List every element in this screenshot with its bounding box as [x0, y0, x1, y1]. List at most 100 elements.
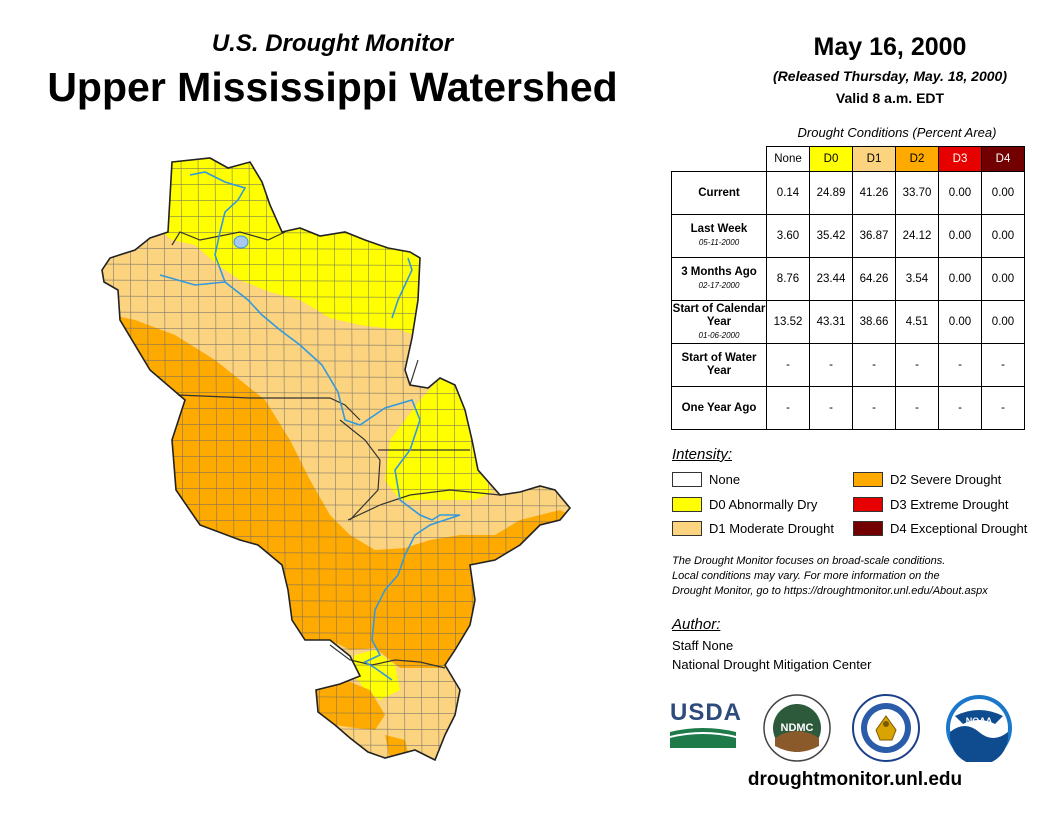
cell: 35.42 [809, 214, 853, 258]
county-line [102, 663, 570, 667]
legend-label: D1 Moderate Drought [709, 521, 835, 536]
cell: - [766, 386, 810, 430]
lake-icon [233, 235, 249, 249]
note-line: Local conditions may vary. For more info… [672, 570, 940, 582]
usda-logo-text: USDA [670, 699, 743, 726]
legend-swatch [853, 521, 883, 536]
commerce-seal-icon [852, 694, 920, 762]
legend-swatch [672, 521, 702, 536]
col-d3: D3 [938, 146, 982, 172]
drought-stats-table: None D0 D1 D2 D3 D4 Current 0.14 24.89 4… [671, 146, 1025, 430]
d2-area-south [310, 680, 385, 730]
table-row: One Year Ago - - - - - - [671, 386, 1025, 430]
drought-map [90, 152, 580, 762]
cell: 3.54 [895, 257, 939, 301]
county-line [102, 679, 570, 683]
legend-label: D0 Abnormally Dry [709, 497, 818, 512]
cell: - [766, 343, 810, 387]
county-line [102, 759, 570, 760]
valid-time: Valid 8 a.m. EDT [835, 90, 945, 106]
cell: 36.87 [852, 214, 896, 258]
legend-label: D2 Severe Drought [890, 472, 1002, 487]
legend-swatch [672, 472, 702, 487]
row-label: Start of Water Year [671, 343, 767, 387]
county-line [102, 215, 570, 219]
legend-label: D4 Exceptional Drought [890, 521, 1028, 536]
table-row: Start of Water Year - - - - - - [671, 343, 1025, 387]
author-org: National Drought Mitigation Center [672, 657, 872, 672]
county-line [554, 158, 559, 760]
col-d1: D1 [852, 146, 896, 172]
table-row: 3 Months Ago 02-17-2000 8.76 23.44 64.26 … [671, 257, 1025, 301]
cell: 38.66 [852, 300, 896, 344]
cell: 13.52 [766, 300, 810, 344]
legend-item: None [672, 472, 740, 487]
cell: - [852, 343, 896, 387]
cell: - [895, 343, 939, 387]
cell: 0.00 [981, 300, 1025, 344]
state-lines [171, 231, 501, 669]
cell: 24.12 [895, 214, 939, 258]
rivers [159, 171, 461, 681]
cell: 33.70 [895, 171, 939, 215]
cell: - [895, 386, 939, 430]
legend-item: D3 Extreme Drought [853, 497, 1009, 512]
cell: 23.44 [809, 257, 853, 301]
col-d4: D4 [981, 146, 1025, 172]
cell: - [938, 386, 982, 430]
st-croix-river [391, 257, 413, 319]
cell: 0.00 [938, 300, 982, 344]
county-line [503, 158, 508, 760]
cell: 0.00 [938, 257, 982, 301]
ndmc-logo-text: NDMC [781, 722, 814, 734]
table-header-row: None D0 D1 D2 D3 D4 [671, 146, 1025, 172]
author-name: Staff None [672, 638, 734, 653]
cell: - [809, 386, 853, 430]
legend-title: Intensity: [672, 446, 733, 463]
cell: 0.14 [766, 171, 810, 215]
table-corner [671, 146, 767, 172]
legend-item: D0 Abnormally Dry [672, 497, 817, 512]
note-line: The Drought Monitor focuses on broad-sca… [672, 555, 946, 567]
col-d2: D2 [895, 146, 939, 172]
legend-item: D2 Severe Drought [853, 472, 1001, 487]
county-line [90, 152, 580, 154]
legend-swatch [853, 472, 883, 487]
county-line [486, 158, 491, 760]
table-row: Last Week 05-11-2000 3.60 35.42 36.87 24.… [671, 214, 1025, 258]
map-title: Upper Mississippi Watershed [47, 64, 618, 110]
legend-label: None [709, 472, 741, 487]
legend-swatch [672, 497, 702, 512]
mississippi-river [189, 171, 461, 681]
county-line [384, 158, 389, 760]
county-line [102, 743, 570, 747]
county-line [537, 158, 542, 760]
cell: 41.26 [852, 171, 896, 215]
website-url[interactable]: droughtmonitor.unl.edu [747, 769, 963, 790]
row-label: Current [671, 171, 767, 215]
cell: - [981, 386, 1025, 430]
cell: 43.31 [809, 300, 853, 344]
legend-swatch [853, 497, 883, 512]
cell: 3.60 [766, 214, 810, 258]
cell: - [938, 343, 982, 387]
noaa-logo: NOAA [946, 695, 1012, 762]
cell: 4.51 [895, 300, 939, 344]
table-row: Start of Calendar Year 01-06-2000 13.52 4… [671, 300, 1025, 344]
author-label: Author: [672, 616, 721, 633]
usda-logo: USDA [670, 699, 743, 750]
county-line [102, 199, 570, 203]
cell: 0.00 [981, 257, 1025, 301]
county-line [129, 158, 134, 760]
county-line [520, 158, 525, 760]
cell: 0.00 [981, 171, 1025, 215]
legend-item: D4 Exceptional Drought [853, 521, 1027, 536]
watershed-outline [101, 157, 572, 762]
county-line [367, 158, 372, 760]
table-caption: Drought Conditions (Percent Area) [797, 125, 997, 140]
release-date: (Released Thursday, May. 18, 2000) [773, 68, 1007, 84]
valid-date: May 16, 2000 [813, 33, 967, 61]
map-subtitle: U.S. Drought Monitor [211, 30, 454, 57]
cell: 0.00 [981, 214, 1025, 258]
cell: 0.00 [938, 214, 982, 258]
